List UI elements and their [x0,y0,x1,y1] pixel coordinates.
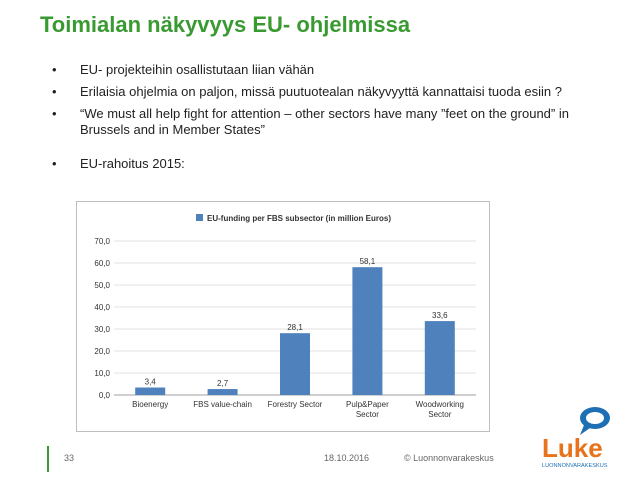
page-number: 33 [64,453,75,463]
y-tick-label: 60,0 [94,259,110,268]
bar-value-label: 2,7 [217,379,229,388]
footer-copyright: © Luonnonvarakeskus [404,453,494,463]
footer-date: 18.10.2016 [324,453,370,463]
bullet-item: • EU- projekteihin osallistutaan liian vä… [52,62,572,78]
bar [135,387,166,395]
bar [352,267,383,395]
bullet-dot: • [52,156,57,171]
bar [280,333,310,395]
bar-value-label: 28,1 [287,323,303,332]
bullet-text: Erilaisia ohjelmia on paljon, missä puut… [80,84,563,99]
y-tick-label: 20,0 [94,347,110,356]
bar-value-label: 3,4 [145,378,157,387]
y-tick-label: 70,0 [94,237,110,246]
x-category-label: Forestry Sector [268,400,323,409]
chart-frame [76,201,490,432]
bullet-item: • “We must all help fight for attention –… [52,106,572,138]
bullet-list: • EU- projekteihin osallistutaan liian vä… [52,62,572,178]
y-tick-label: 50,0 [94,281,110,290]
bar [207,389,238,395]
y-tick-label: 10,0 [94,369,110,378]
y-tick-label: 40,0 [94,303,110,312]
bar-value-label: 58,1 [360,257,376,266]
bullet-text: EU-rahoitus 2015: [80,156,185,171]
funding-bar-chart: EU-funding per FBS subsector (in million… [76,201,490,432]
slide-title: Toimialan näkyvyys EU- ohjelmissa [40,12,411,37]
y-tick-label: 0,0 [99,391,111,400]
bar [424,321,455,395]
bullet-item: • EU-rahoitus 2015: [52,156,572,172]
bullet-dot: • [52,84,57,99]
legend-swatch [196,214,203,221]
bullet-text: EU- projekteihin osallistutaan liian väh… [80,62,315,77]
bullet-dot: • [52,106,57,121]
bullet-text: “We must all help fight for attention – … [80,106,569,137]
bullet-item: • Erilaisia ohjelmia on paljon, missä puu… [52,84,572,100]
x-category-label: Woodworking Sector [416,400,464,419]
x-category-label: Pulp&Paper Sector [346,400,389,419]
footer-accent-line [47,446,49,472]
legend-label: EU-funding per FBS subsector (in million… [207,214,391,223]
logo-text: Luke [542,433,603,463]
logo-subtext: LUONNONVARAKESKUS [542,463,608,469]
luke-logo: Luke LUONNONVARAKESKUS [542,407,610,469]
y-tick-label: 30,0 [94,325,110,334]
x-category-label: FBS value-chain [193,400,252,409]
bullet-dot: • [52,62,57,77]
speech-bubble-icon [580,407,610,435]
x-category-label: Bioenergy [132,400,168,409]
bar-value-label: 33,6 [432,311,448,320]
